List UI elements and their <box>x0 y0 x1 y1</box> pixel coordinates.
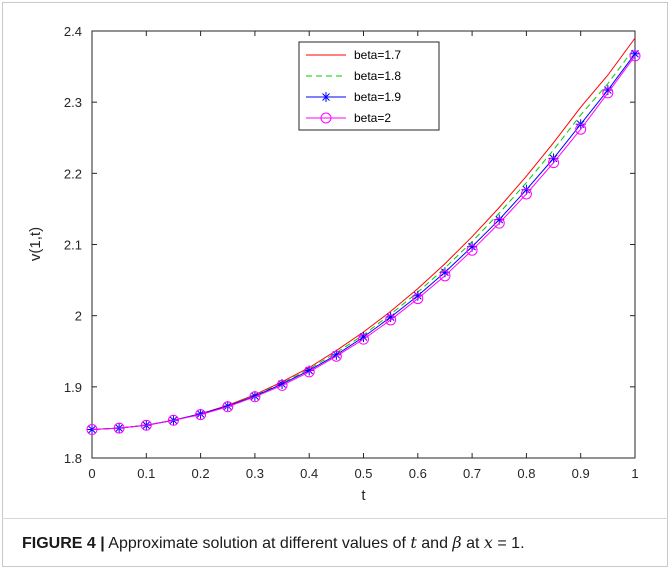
x-tick-label: 0.3 <box>246 466 264 481</box>
data-point <box>140 419 152 431</box>
data-point <box>630 48 640 59</box>
legend-entry: beta=1.8 <box>306 69 401 83</box>
legend-entry: beta=1.7 <box>306 48 401 62</box>
x-tick-label: 0 <box>88 466 95 481</box>
caption-var-beta: β <box>452 533 462 552</box>
data-point <box>358 333 369 345</box>
x-tick-label: 0.7 <box>463 466 481 481</box>
figure-caption: FIGURE 4 | Approximate solution at diffe… <box>22 533 662 553</box>
y-tick-label: 1.8 <box>64 451 82 466</box>
data-point <box>548 157 560 169</box>
series-4 <box>86 50 641 436</box>
data-point <box>276 379 288 391</box>
data-point <box>385 314 397 326</box>
data-point <box>575 123 587 135</box>
x-tick-label: 0.6 <box>409 466 427 481</box>
caption-text: = 1. <box>492 535 525 552</box>
legend-marker <box>320 112 332 124</box>
data-point <box>303 366 315 378</box>
data-point <box>412 293 424 305</box>
x-tick-label: 0.4 <box>300 466 318 481</box>
data-point <box>167 414 179 426</box>
legend-entry: beta=1.9 <box>306 90 401 104</box>
caption-text: and <box>416 535 453 552</box>
data-point <box>113 422 125 434</box>
data-point <box>249 391 261 403</box>
data-point <box>466 244 478 256</box>
data-point <box>493 217 505 229</box>
y-tick-label: 2.4 <box>64 24 82 39</box>
data-point <box>602 87 614 99</box>
legend-entry: beta=2 <box>306 111 391 125</box>
legend-label: beta=1.9 <box>354 90 401 104</box>
legend-marker <box>321 92 331 102</box>
line-chart: 0 0.1 0.2 0.3 0.4 0.5 0.6 0.7 0.8 0.9 1 1.8 1.9 2 2.1 2… <box>27 24 641 504</box>
caption-var-t: t <box>410 533 417 552</box>
data-point <box>629 50 641 62</box>
x-tick-label: 0.2 <box>192 466 210 481</box>
caption-divider <box>2 518 668 519</box>
data-point <box>520 188 532 200</box>
data-point <box>439 270 451 282</box>
data-point <box>195 408 206 419</box>
y-tick-label: 2.1 <box>64 238 82 253</box>
caption-var-x: x <box>483 533 493 552</box>
legend-label: beta=2 <box>354 111 391 125</box>
legend-label: beta=1.8 <box>354 69 401 83</box>
series-line <box>91 55 636 431</box>
caption-text: Approximate solution at different values… <box>108 535 411 552</box>
data-point <box>222 401 234 413</box>
data-point <box>195 409 207 421</box>
caption-label: FIGURE 4 | <box>22 535 105 552</box>
x-tick-label: 0.5 <box>354 466 372 481</box>
y-tick-label: 2 <box>75 309 82 324</box>
y-tick-label: 2.3 <box>64 95 82 110</box>
x-tick-label: 0.8 <box>517 466 535 481</box>
x-tick-label: 0.1 <box>137 466 155 481</box>
y-axis-label: v(1,t) <box>27 227 44 261</box>
y-tick-label: 2.2 <box>64 166 82 181</box>
data-point <box>86 424 98 436</box>
data-point <box>249 391 260 402</box>
legend-label: beta=1.7 <box>354 48 401 62</box>
legend: beta=1.7 beta=1.8 beta=1.9 beta=2 <box>298 41 440 131</box>
x-tick-label: 1 <box>631 466 638 481</box>
caption-text: at <box>461 535 484 552</box>
x-tick-label: 0.9 <box>572 466 590 481</box>
y-tick-label: 1.9 <box>64 380 82 395</box>
x-axis-label: t <box>361 487 366 504</box>
data-point <box>330 350 342 362</box>
